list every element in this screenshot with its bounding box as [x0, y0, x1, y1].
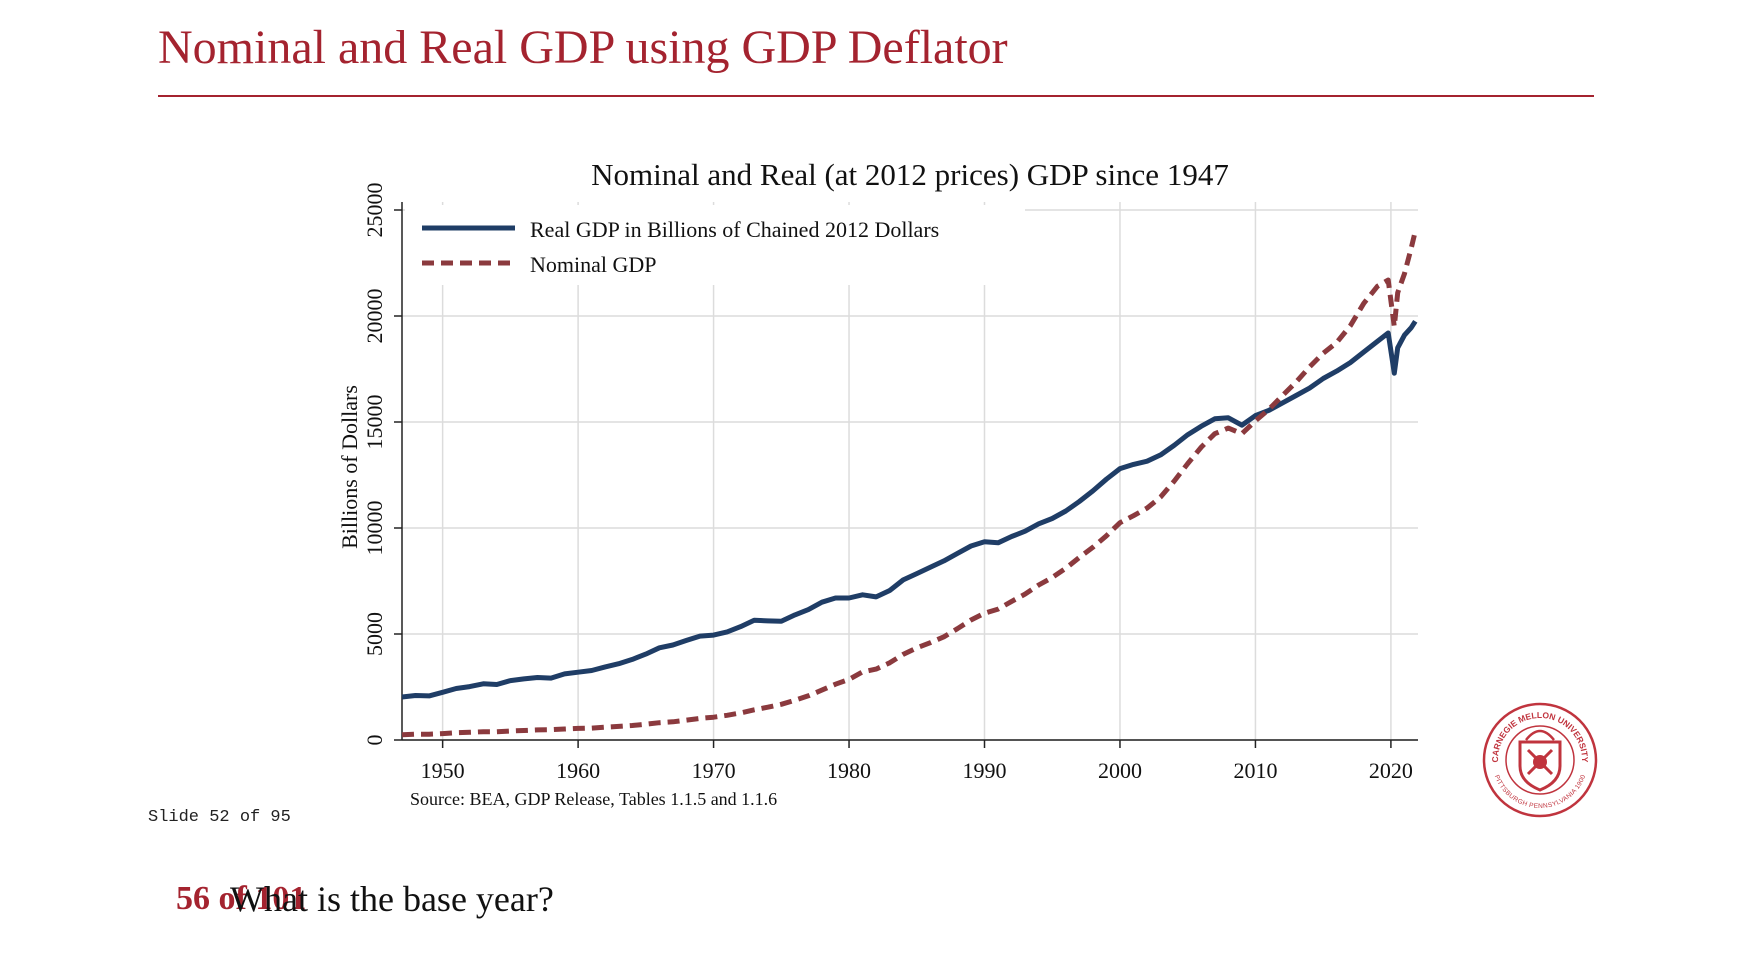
page-counter: 56 of 101: [176, 880, 307, 917]
x-tick-label: 2000: [1098, 758, 1142, 783]
y-tick-label: 20000: [362, 289, 387, 344]
y-axis-label: Billions of Dollars: [337, 385, 362, 549]
source-note: Source: BEA, GDP Release, Tables 1.1.5 a…: [410, 789, 777, 809]
real-gdp-line: [401, 319, 1418, 700]
x-tick-label: 1990: [963, 758, 1007, 783]
slide-title: Nominal and Real GDP using GDP Deflator: [158, 21, 1008, 74]
question-text: What is the base year?: [230, 879, 554, 919]
university-seal-logo: CARNEGIE MELLON UNIVERSITY PITTSBURGH PE…: [1482, 702, 1598, 818]
y-tick-label: 10000: [362, 501, 387, 556]
chart-title: Nominal and Real (at 2012 prices) GDP si…: [591, 157, 1229, 192]
legend-label-nominal: Nominal GDP: [530, 252, 657, 277]
x-tick-label: 1980: [827, 758, 871, 783]
slide-counter: Slide 52 of 95: [148, 808, 291, 827]
y-tick-label: 0: [362, 735, 387, 746]
x-tick-label: 1970: [692, 758, 736, 783]
chart-axes: 1950 1960 1970 1980 1990 2000 2010 2020 0 5000 100…: [362, 183, 1418, 783]
y-tick-label: 15000: [362, 395, 387, 450]
y-tick-label: 5000: [362, 612, 387, 656]
legend-label-real: Real GDP in Billions of Chained 2012 Dol…: [530, 217, 939, 242]
x-tick-label: 1960: [556, 758, 600, 783]
chart-legend: Real GDP in Billions of Chained 2012 Dol…: [422, 217, 939, 277]
legend-box: [405, 205, 1025, 285]
x-tick-label: 2020: [1369, 758, 1413, 783]
y-tick-label: 25000: [362, 183, 387, 238]
title-divider: [158, 95, 1594, 97]
x-tick-label: 1950: [421, 758, 465, 783]
nominal-gdp-line: [401, 230, 1418, 738]
chart-series: [401, 230, 1418, 738]
x-tick-label: 2010: [1233, 758, 1277, 783]
